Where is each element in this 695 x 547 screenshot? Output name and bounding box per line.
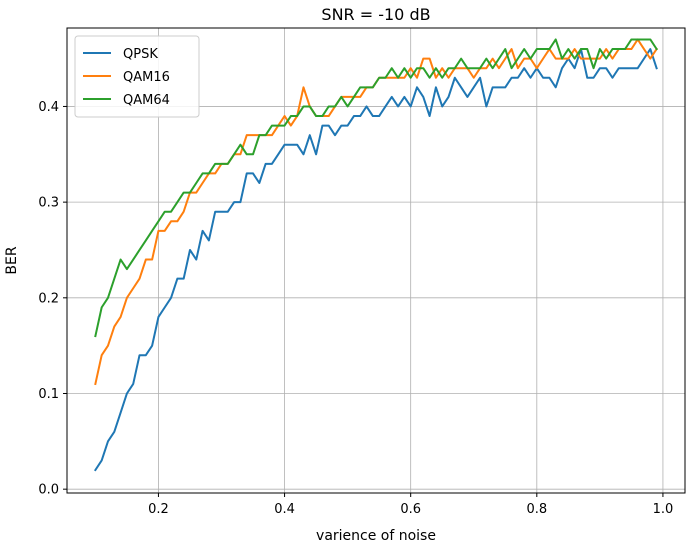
series-line-qpsk	[93, 48, 658, 472]
plot-frame	[66, 27, 686, 494]
legend: QPSK QAM16 QAM64	[74, 35, 200, 118]
x-tick-label: 0.4	[274, 502, 295, 517]
x-tick-label: 1.0	[653, 502, 674, 517]
x-axis-label: varience of noise	[316, 528, 436, 544]
y-tick-label: 0.1	[38, 387, 59, 402]
y-tick-label: 0.0	[38, 483, 59, 498]
legend-box	[74, 35, 200, 118]
legend-label-qam64: QAM64	[123, 93, 170, 108]
y-tick-label: 0.3	[38, 196, 59, 211]
x-tick-label: 0.2	[148, 502, 169, 517]
legend-label-qam16: QAM16	[123, 70, 170, 85]
legend-label-qpsk: QPSK	[123, 47, 158, 62]
axis-ticks: 0.2 0.4 0.6 0.8 1.0 0.0 0.1 0.2 0.3 0.4	[38, 100, 673, 517]
y-tick-label: 0.4	[38, 100, 59, 115]
x-tick-label: 0.6	[400, 502, 421, 517]
y-tick-label: 0.2	[38, 291, 59, 306]
series-lines	[93, 38, 659, 472]
chart-title: SNR = -10 dB	[321, 5, 430, 24]
series-line-qam64	[94, 38, 659, 338]
y-axis-label: BER	[4, 246, 20, 274]
x-tick-label: 0.8	[526, 502, 547, 517]
